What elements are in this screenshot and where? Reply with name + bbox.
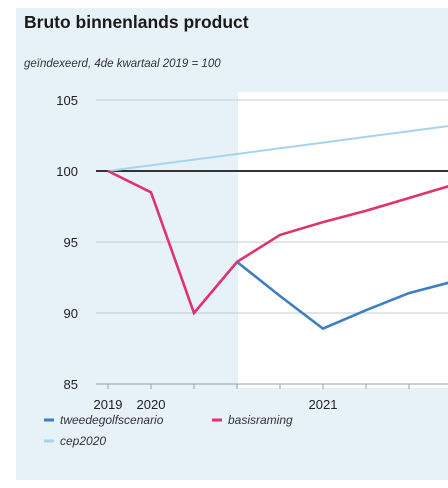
- chart-title: Bruto binnenlands product: [24, 12, 249, 32]
- y-tick-label: 100: [56, 164, 78, 179]
- series-lines: [107, 125, 448, 331]
- chart-subtitle: geïndexeerd, 4de kwartaal 2019 = 100: [24, 58, 221, 70]
- series-line-cep2020: [107, 125, 448, 172]
- series-line-tweedegolfscenario: [236, 260, 448, 331]
- legend-label: basisraming: [228, 413, 293, 427]
- legend-item-basisraming: basisraming: [212, 413, 293, 427]
- x-tick-label: 2020: [137, 397, 166, 412]
- y-tick-label: 105: [56, 93, 78, 108]
- legend-item-cep2020: cep2020: [44, 434, 106, 448]
- y-tick-label: 85: [64, 377, 78, 392]
- x-tick-label: 2019: [94, 397, 123, 412]
- y-tick-label: 95: [64, 235, 78, 250]
- legend: tweedegolfscenario basisraming cep2020: [44, 413, 293, 448]
- gridlines: [96, 99, 448, 385]
- legend-label: cep2020: [60, 434, 106, 448]
- legend-label: tweedegolfscenario: [60, 413, 164, 427]
- y-tick-label: 90: [64, 306, 78, 321]
- series-line-basisraming: [107, 169, 448, 316]
- x-axis-ticks: 2019 2020 2021: [94, 384, 410, 412]
- x-tick-label: 2021: [309, 397, 338, 412]
- legend-item-tweedegolfscenario: tweedegolfscenario: [44, 413, 164, 427]
- y-axis-ticks: 105 100 95 90 85: [56, 93, 78, 392]
